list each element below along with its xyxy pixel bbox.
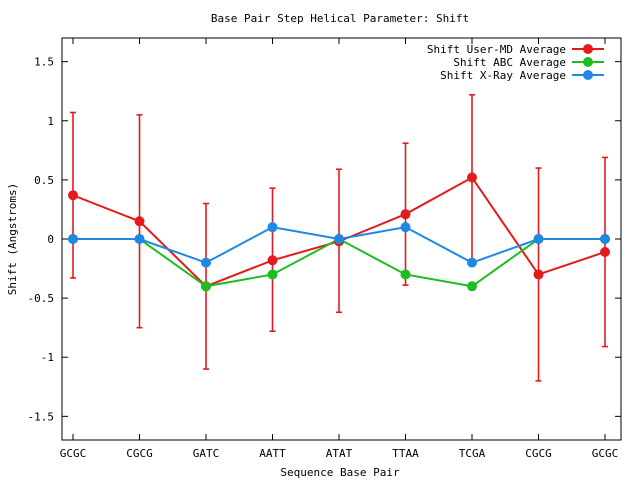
y-tick-label: 0.5 [34,174,54,187]
data-point [533,234,544,244]
data-point [400,222,411,233]
x-tick-label: CGCG [525,447,552,460]
data-point [467,172,477,183]
y-tick-label: -1.5 [28,410,55,423]
x-tick-label: ATAT [326,447,353,460]
legend-marker [583,57,593,67]
x-tick-label: GCGC [60,447,87,460]
y-tick-label: 0 [47,233,54,246]
x-tick-label: GATC [193,447,220,460]
legend-label: Shift User-MD Average [427,43,566,56]
x-tick-label: CGCG [126,447,153,460]
y-tick-label: 1 [47,115,54,128]
data-point [68,234,78,244]
data-point [533,269,544,280]
data-point [201,257,211,268]
y-axis: -1.5 -1 -0.5 0 0.5 1 1.5 [28,56,621,423]
data-point [134,216,145,227]
legend-label: Shift X-Ray Average [440,69,566,82]
data-point [400,269,411,280]
y-tick-label: 1.5 [34,56,54,69]
y-tick-label: -0.5 [28,292,55,305]
legend-label: Shift ABC Average [453,56,566,69]
data-point [134,234,145,244]
data-point [267,269,278,280]
data-point [400,209,411,220]
x-tick-label: TCGA [459,447,486,460]
data-point [467,281,477,292]
x-axis-label: Sequence Base Pair [280,466,400,479]
data-point [600,234,610,244]
x-axis: GCGC CGCG GATC AATT ATAT TTAA TCGA CGCG GCGC [60,38,619,460]
y-axis-label: Shift (Angstroms) [6,183,19,296]
series-points [68,172,610,292]
data-point [600,247,610,258]
data-point [68,190,78,201]
data-point [267,255,278,266]
legend-marker [583,44,593,54]
x-tick-label: GCGC [592,447,619,460]
data-point [201,281,211,292]
data-point [467,257,477,268]
y-tick-label: -1 [41,351,54,364]
legend-marker [583,70,593,80]
chart-title: Base Pair Step Helical Parameter: Shift [211,12,469,25]
x-tick-label: TTAA [392,447,419,460]
data-point [267,222,278,233]
x-tick-label: AATT [259,447,286,460]
data-point [334,234,344,244]
